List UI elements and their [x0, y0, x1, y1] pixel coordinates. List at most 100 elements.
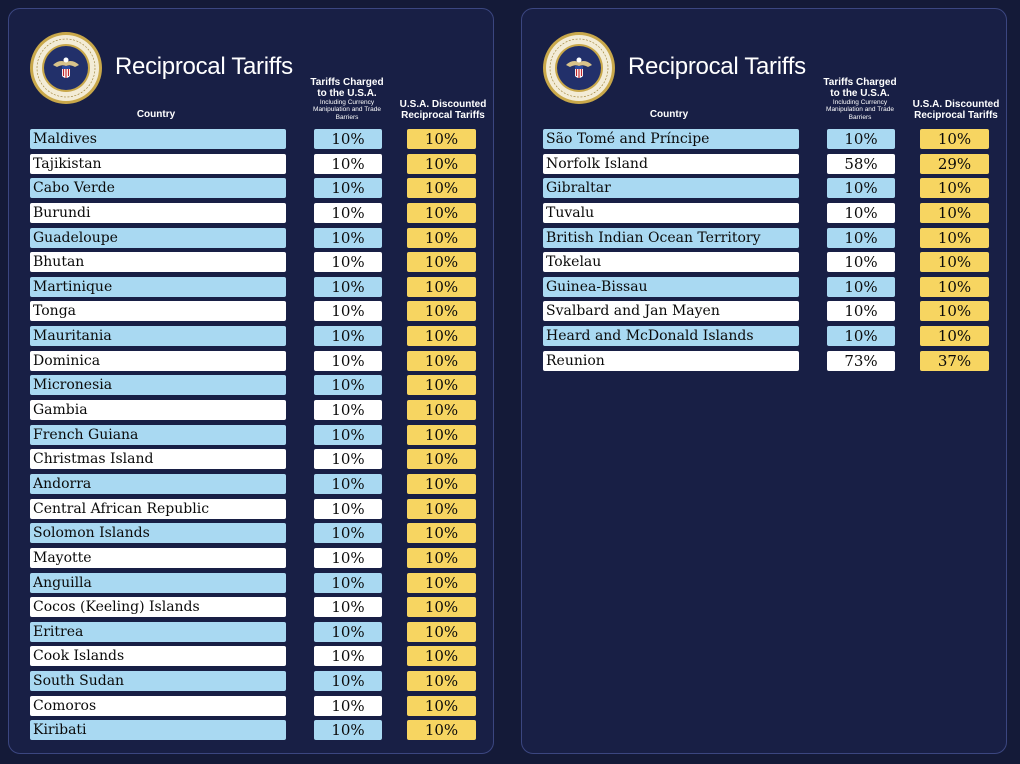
tariff-charged-value: 10%	[314, 129, 382, 149]
reciprocal-tariff-value: 10%	[407, 178, 476, 199]
reciprocal-tariff-value: 10%	[407, 720, 476, 741]
country-name: Burundi	[30, 202, 286, 223]
reciprocal-tariff-value: 10%	[407, 129, 476, 149]
table-row: Eritrea 10% 10%	[30, 620, 490, 645]
table-row: Tokelau 10% 10%	[543, 250, 1003, 275]
country-name: French Guiana	[30, 424, 286, 445]
tariff-charged-value: 10%	[827, 301, 895, 322]
reciprocal-tariff-value: 10%	[920, 276, 989, 297]
table-row: Bhutan 10% 10%	[30, 250, 490, 275]
reciprocal-tariff-value: 10%	[407, 498, 476, 519]
table-row: Cocos (Keeling) Islands 10% 10%	[30, 595, 490, 620]
tariff-charged-value: 10%	[314, 227, 382, 248]
country-name: Tokelau	[543, 252, 799, 273]
reciprocal-tariff-value: 29%	[920, 153, 989, 174]
charged-header-subtitle: Including Currency Manipulation and Trad…	[826, 99, 894, 121]
table-row: South Sudan 10% 10%	[30, 669, 490, 694]
table-row: Gibraltar 10% 10%	[543, 176, 1003, 201]
reciprocal-tariff-value: 10%	[920, 301, 989, 322]
country-name: Christmas Island	[30, 449, 286, 470]
table-row: French Guiana 10% 10%	[30, 423, 490, 448]
table-row: Tajikistan 10% 10%	[30, 152, 490, 177]
country-name: Guadeloupe	[30, 227, 286, 248]
table-row: Cabo Verde 10% 10%	[30, 176, 490, 201]
tariff-panel-left: Reciprocal Tariffs Country Tariffs Charg…	[8, 8, 494, 754]
tariff-charged-value: 10%	[827, 326, 895, 347]
country-name: Bhutan	[30, 252, 286, 273]
table-row: Tonga 10% 10%	[30, 299, 490, 324]
country-name: Cabo Verde	[30, 178, 286, 199]
table-row: Kiribati 10% 10%	[30, 718, 490, 743]
tariff-charged-value: 10%	[827, 129, 895, 149]
charged-header: Tariffs Charged to the U.S.A. Including …	[305, 77, 389, 121]
tariff-table-left: Maldives 10% 10% Tajikistan 10% 10% Cabo Verde…	[30, 127, 490, 743]
reciprocal-tariff-value: 10%	[407, 424, 476, 445]
tariff-charged-value: 10%	[314, 473, 382, 494]
reciprocal-tariff-value: 10%	[407, 350, 476, 371]
tariff-charged-value: 73%	[827, 350, 895, 371]
tariff-charged-value: 10%	[314, 720, 382, 741]
tariff-charged-value: 10%	[314, 326, 382, 347]
reciprocal-tariff-value: 10%	[920, 252, 989, 273]
reciprocal-tariff-value: 10%	[407, 572, 476, 593]
reciprocal-tariff-value: 10%	[407, 449, 476, 470]
tariff-charged-value: 10%	[314, 523, 382, 544]
table-row: Gambia 10% 10%	[30, 398, 490, 423]
table-row: Tuvalu 10% 10%	[543, 201, 1003, 226]
reciprocal-tariff-value: 10%	[407, 227, 476, 248]
tariff-charged-value: 10%	[314, 178, 382, 199]
tariff-charged-value: 10%	[827, 276, 895, 297]
table-row: Central African Republic 10% 10%	[30, 497, 490, 522]
tariff-charged-value: 10%	[314, 276, 382, 297]
tariff-charged-value: 58%	[827, 153, 895, 174]
page-title: Reciprocal Tariffs	[628, 53, 806, 80]
reciprocal-tariff-value: 10%	[407, 523, 476, 544]
tariff-charged-value: 10%	[314, 252, 382, 273]
country-name: Andorra	[30, 473, 286, 494]
table-row: Martinique 10% 10%	[30, 275, 490, 300]
reciprocal-header: U.S.A. Discounted Reciprocal Tariffs	[399, 99, 487, 121]
country-header: Country	[649, 109, 689, 120]
country-header: Country	[136, 109, 176, 120]
table-row: British Indian Ocean Territory 10% 10%	[543, 226, 1003, 251]
tariff-charged-value: 10%	[314, 671, 382, 692]
country-name: Gambia	[30, 400, 286, 421]
reciprocal-tariff-value: 10%	[407, 252, 476, 273]
table-row: Svalbard and Jan Mayen 10% 10%	[543, 299, 1003, 324]
table-row: Mayotte 10% 10%	[30, 546, 490, 571]
table-row: Maldives 10% 10%	[30, 127, 490, 152]
reciprocal-tariff-value: 10%	[407, 646, 476, 667]
country-name: Cook Islands	[30, 646, 286, 667]
tariff-charged-value: 10%	[314, 153, 382, 174]
table-row: São Tomé and Príncipe 10% 10%	[543, 127, 1003, 152]
tariff-charged-value: 10%	[314, 597, 382, 618]
charged-header-title: Tariffs Charged to the U.S.A.	[310, 77, 384, 99]
reciprocal-tariff-value: 10%	[920, 178, 989, 199]
country-name: Kiribati	[30, 720, 286, 741]
country-name: Anguilla	[30, 572, 286, 593]
tariff-charged-value: 10%	[827, 178, 895, 199]
tariff-charged-value: 10%	[314, 301, 382, 322]
country-name: South Sudan	[30, 671, 286, 692]
country-name: Cocos (Keeling) Islands	[30, 597, 286, 618]
country-name: São Tomé and Príncipe	[543, 129, 799, 149]
country-name: Reunion	[543, 350, 799, 371]
reciprocal-tariff-value: 10%	[407, 153, 476, 174]
country-name: Eritrea	[30, 621, 286, 642]
reciprocal-tariff-value: 10%	[407, 621, 476, 642]
country-name: Tonga	[30, 301, 286, 322]
country-name: Svalbard and Jan Mayen	[543, 301, 799, 322]
tariff-charged-value: 10%	[827, 202, 895, 223]
tariff-charged-value: 10%	[314, 400, 382, 421]
tariff-charged-value: 10%	[314, 202, 382, 223]
country-name: Tuvalu	[543, 202, 799, 223]
table-row: Cook Islands 10% 10%	[30, 644, 490, 669]
country-name: Martinique	[30, 276, 286, 297]
table-row: Mauritania 10% 10%	[30, 324, 490, 349]
reciprocal-header: U.S.A. Discounted Reciprocal Tariffs	[912, 99, 1000, 121]
reciprocal-tariff-value: 10%	[407, 400, 476, 421]
reciprocal-tariff-value: 10%	[407, 671, 476, 692]
reciprocal-tariff-value: 10%	[920, 129, 989, 149]
reciprocal-tariff-value: 10%	[920, 227, 989, 248]
table-row: Burundi 10% 10%	[30, 201, 490, 226]
